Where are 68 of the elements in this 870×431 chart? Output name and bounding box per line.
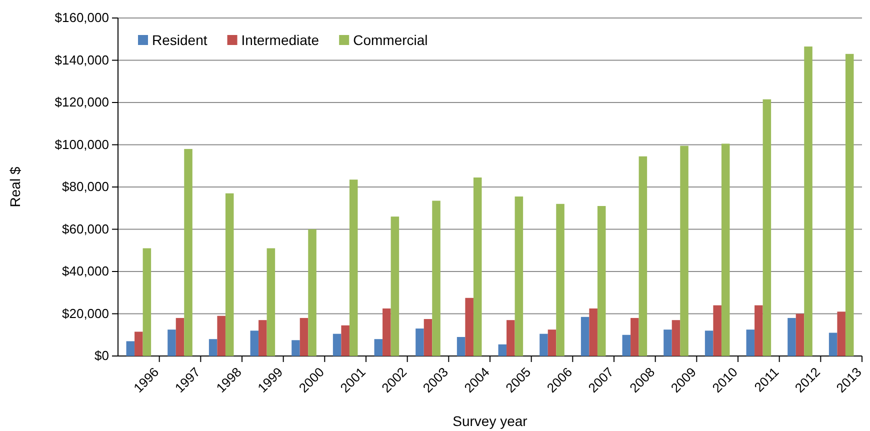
x-axis-title: Survey year [452,413,528,429]
bar [622,334,631,356]
y-tick-label: $160,000 [54,10,109,26]
bar [828,332,838,356]
bar [837,312,846,356]
bar [506,320,515,356]
y-tick-label: $120,000 [54,94,109,110]
bar [349,180,358,356]
bar [630,318,639,356]
bar [184,148,192,356]
bar [416,328,424,356]
bar [217,316,226,356]
y-tick-label: $0 [94,348,109,364]
bar [208,339,218,356]
bar [332,334,342,356]
bar [432,200,440,356]
legend-label: Commercial [353,32,428,48]
bar [845,54,854,356]
bar [266,248,276,356]
bar [473,177,482,356]
bar [589,308,598,356]
y-tick-label: $140,000 [54,52,109,68]
bar [341,325,350,356]
bar [292,340,300,356]
bar [456,336,466,356]
legend-label: Resident [152,32,208,48]
bar [788,318,796,356]
bar [540,334,548,356]
y-tick-label: $80,000 [62,179,109,194]
bar [465,298,474,356]
bar [225,193,234,356]
y-tick-label: $40,000 [62,264,109,279]
bar [796,314,804,356]
bar [548,330,556,356]
bar [142,248,152,356]
legend-label: Intermediate [241,32,320,48]
bar [250,330,259,356]
bar [556,204,564,356]
bar [754,305,763,356]
bar [300,318,308,356]
bar [498,344,507,356]
bar [672,320,680,356]
bar [721,144,730,356]
bar [597,206,606,356]
bar [746,330,755,356]
bar [258,320,267,356]
bar [638,156,648,356]
bar [176,318,184,356]
bar [514,196,524,356]
bar [126,341,135,356]
y-tick-label: $100,000 [54,136,109,152]
bar [374,339,383,356]
y-tick-label: $60,000 [62,221,109,236]
y-tick-label: $20,000 [62,306,109,321]
bar [308,229,316,356]
bar [680,146,688,356]
bar [382,308,391,356]
bar [134,332,143,356]
bar [664,330,672,356]
bar [580,316,590,356]
bar [762,99,772,356]
bar [168,330,176,356]
y-axis-title: Real $ [7,166,23,208]
bar [713,305,722,356]
bar [704,330,714,356]
bar [424,319,432,356]
bar [804,46,812,356]
bar [390,216,400,356]
